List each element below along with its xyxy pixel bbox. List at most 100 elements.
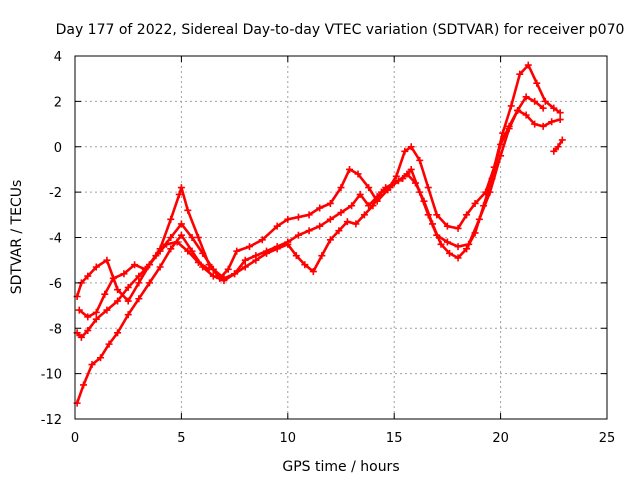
data-point	[558, 136, 566, 144]
series-track-d	[75, 238, 213, 321]
data-point	[97, 354, 105, 362]
data-point	[184, 206, 192, 214]
data-point	[92, 308, 100, 316]
data-point	[124, 297, 132, 305]
data-point	[305, 227, 313, 235]
data-point	[309, 268, 317, 276]
data-point	[177, 231, 185, 239]
y-tick-label: -10	[41, 368, 62, 383]
data-point	[318, 252, 326, 260]
data-point	[88, 361, 96, 369]
series-track-c	[73, 93, 547, 407]
data-point	[505, 122, 513, 130]
data-point	[177, 184, 185, 192]
data-point	[407, 143, 415, 151]
grid	[75, 56, 607, 419]
data-point	[77, 333, 85, 341]
y-tick-label: 4	[54, 50, 62, 65]
data-point	[92, 263, 100, 271]
data-point	[205, 265, 213, 273]
y-tick-label: -2	[49, 186, 62, 201]
data-point	[135, 272, 143, 280]
x-tick-label: 15	[386, 431, 403, 446]
data-point	[241, 263, 249, 271]
data-point	[167, 234, 175, 241]
y-tick-label: 0	[54, 141, 62, 156]
data-point	[403, 170, 411, 178]
data-point	[556, 116, 564, 124]
data-point	[541, 97, 549, 105]
data-point	[360, 211, 368, 219]
data-point	[84, 272, 92, 280]
data-point	[135, 295, 143, 303]
data-point	[177, 220, 185, 228]
data-point	[531, 97, 539, 105]
data-point	[550, 147, 558, 155]
data-point	[480, 202, 488, 210]
data-point	[524, 61, 532, 69]
data-point	[131, 261, 139, 269]
data-point	[346, 165, 354, 173]
x-axis-label: GPS time / hours	[282, 459, 399, 475]
data-point	[233, 247, 241, 255]
data-point	[548, 118, 556, 126]
data-point	[188, 234, 196, 241]
data-point	[539, 122, 547, 130]
data-point	[84, 327, 92, 335]
data-point	[294, 213, 302, 221]
data-point	[539, 104, 547, 112]
data-point	[301, 261, 309, 269]
data-point	[377, 188, 385, 196]
data-point	[531, 120, 539, 128]
data-point	[75, 306, 83, 314]
data-point	[224, 265, 232, 273]
data-point	[258, 236, 266, 244]
data-point	[167, 215, 175, 223]
data-point	[337, 184, 345, 192]
data-point	[443, 222, 451, 230]
x-tick-label: 10	[280, 431, 297, 446]
data-point	[437, 240, 445, 248]
data-point	[109, 274, 117, 282]
data-point	[84, 313, 92, 321]
data-point	[284, 215, 292, 223]
data-point	[348, 202, 356, 210]
data-point	[471, 229, 479, 237]
data-point	[516, 70, 524, 78]
data-point	[326, 199, 334, 207]
data-point	[194, 234, 202, 241]
data-point	[420, 197, 428, 205]
data-point	[514, 106, 522, 114]
data-point	[245, 243, 253, 251]
data-point	[554, 143, 562, 151]
data-point	[433, 211, 441, 219]
data-point	[556, 109, 564, 117]
x-tick-label: 5	[177, 431, 185, 446]
data-point	[392, 172, 400, 180]
data-point	[454, 224, 462, 232]
data-point	[343, 218, 351, 226]
data-point	[273, 245, 281, 253]
data-point	[411, 179, 419, 187]
data-point	[416, 156, 424, 164]
data-point	[365, 184, 373, 192]
data-point	[114, 286, 122, 294]
data-point	[199, 249, 207, 257]
data-point	[337, 209, 345, 217]
data-point	[184, 247, 192, 255]
data-point	[103, 256, 111, 264]
data-point	[294, 231, 302, 239]
data-point	[352, 220, 360, 228]
series-group	[73, 61, 566, 407]
data-point	[507, 102, 515, 110]
data-point	[173, 238, 181, 246]
series-track-e	[550, 136, 566, 155]
series-track-b	[73, 106, 564, 341]
data-point	[101, 290, 109, 298]
data-point	[533, 79, 541, 87]
x-tick-label: 20	[492, 431, 509, 446]
y-tick-label: -4	[49, 232, 62, 247]
data-point	[356, 190, 364, 198]
data-point	[80, 381, 88, 389]
data-point	[463, 211, 471, 219]
